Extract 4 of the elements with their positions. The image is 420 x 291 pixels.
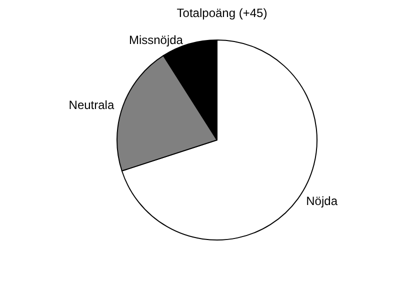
slice-label: Nöjda xyxy=(306,194,338,208)
slice-label: Neutrala xyxy=(68,98,114,112)
chart-title: Totalpoäng (+45) xyxy=(176,6,268,20)
slice-label: Missnöjda xyxy=(128,33,184,48)
